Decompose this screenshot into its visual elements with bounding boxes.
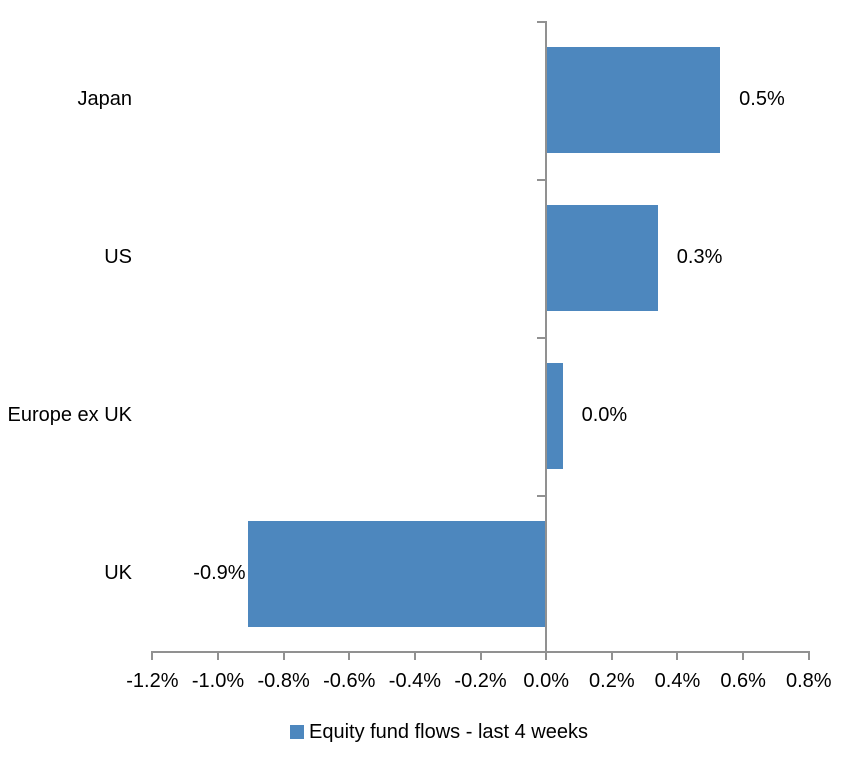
x-axis-tick [676,651,679,660]
x-axis-tick-label: 0.0% [523,670,569,692]
x-axis-tick [282,651,285,660]
x-axis-tick [545,651,548,660]
x-axis-tick [217,651,219,660]
category-label: Japan [77,88,133,110]
bar-europe-ex-uk [546,363,563,469]
x-axis-tick [348,651,351,660]
bar-us [546,205,658,311]
bar-value-label: 0.3% [676,246,723,268]
x-axis-tick-label: -0.2% [454,670,507,692]
x-axis-tick-label: -0.8% [257,670,310,692]
x-axis-tick-label: 0.2% [589,670,635,692]
bar-value-label: -0.9% [193,562,246,584]
x-axis-tick [413,651,416,660]
bar-uk [247,521,547,627]
x-axis-tick [610,651,613,660]
x-axis-tick-label: 0.4% [654,670,701,692]
category-label: Europe ex UK [7,404,132,426]
y-axis-tick [537,21,547,23]
y-axis-tick [537,495,547,497]
x-axis-tick-label: -1.0% [191,670,245,692]
category-label: UK [104,562,132,584]
y-axis-tick [537,651,547,653]
x-axis-tick [742,651,745,660]
bar-value-label: 0.0% [581,404,628,426]
y-axis-tick [537,337,547,339]
x-axis-tick [151,651,154,660]
x-axis-tick [807,651,810,660]
legend-swatch-icon [289,725,304,739]
legend-label: Equity fund flows - last 4 weeks [308,721,588,743]
x-axis-tick-label: 0.6% [720,670,766,692]
bar-value-label: 0.5% [739,88,785,110]
x-axis-tick [479,651,482,660]
x-axis-tick-label: -0.6% [323,670,376,692]
x-axis-tick-label: -1.2% [126,670,179,692]
legend-row: Equity fund flows - last 4 weeks [289,719,588,745]
y-axis-tick [537,179,547,181]
x-axis-tick-label: -0.4% [388,670,442,692]
x-axis-tick-label: 0.8% [785,670,832,692]
legend: Equity fund flows - last 4 weeks [0,717,852,747]
bar-japan [546,47,721,153]
category-label: US [104,246,132,268]
